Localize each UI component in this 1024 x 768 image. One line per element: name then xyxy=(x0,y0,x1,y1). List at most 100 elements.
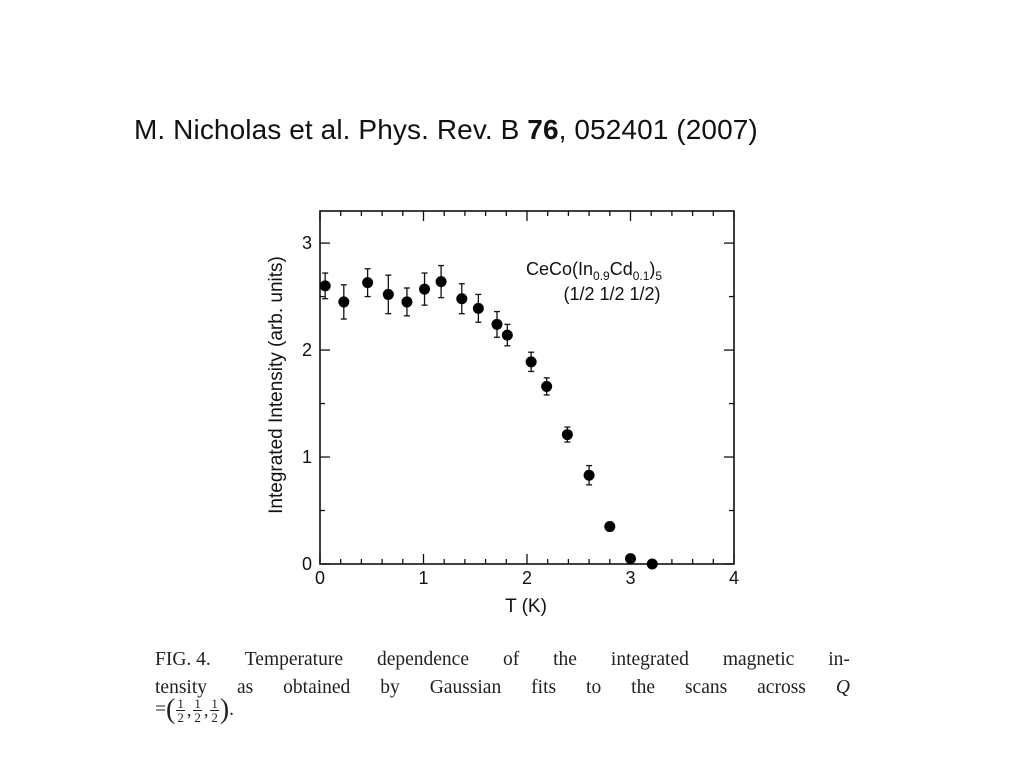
formula-cd: Cd xyxy=(610,259,633,279)
caption-word: as xyxy=(236,677,254,698)
data-point xyxy=(472,293,484,323)
data-marker xyxy=(456,293,468,305)
data-marker xyxy=(541,380,553,392)
legend-annotation: CeCo(In0.9Cd0.1)5 (1/2 1/2 1/2) xyxy=(526,259,662,304)
q-vector-label: (1/2 1/2 1/2) xyxy=(563,284,660,304)
caption-word: Temperature xyxy=(244,649,343,670)
citation-authors: M. Nicholas et al. Phys. Rev. B xyxy=(134,114,528,145)
data-marker xyxy=(491,318,503,330)
caption-word: scans xyxy=(684,677,728,698)
data-marker xyxy=(561,429,573,441)
caption-word: integrated xyxy=(610,649,689,670)
data-point xyxy=(382,274,394,315)
data-marker xyxy=(382,288,394,300)
caption-word: dependence xyxy=(376,649,469,670)
data-point xyxy=(525,351,537,373)
caption-open-paren: ( xyxy=(166,694,176,725)
caption-equals: = xyxy=(155,699,166,720)
x-tick-label: 4 xyxy=(729,568,739,588)
caption-comma: , xyxy=(203,700,209,720)
x-tick-label: 0 xyxy=(315,568,325,588)
data-marker xyxy=(501,329,513,341)
data-point xyxy=(401,287,413,317)
caption-word: of xyxy=(502,649,520,670)
citation-volume: 76 xyxy=(527,114,559,145)
data-point xyxy=(541,377,553,396)
x-axis-label: T (K) xyxy=(505,596,547,617)
data-point xyxy=(646,558,658,570)
x-axis: 0 1 2 3 4 xyxy=(315,211,739,588)
figure-caption: FIG. 4. Temperature dependence of the integra… xyxy=(155,646,850,724)
y-tick-label: 0 xyxy=(302,554,312,574)
caption-figure-label: FIG. 4. xyxy=(155,649,211,670)
data-series xyxy=(319,264,658,570)
y-tick-label: 3 xyxy=(302,233,312,253)
data-point xyxy=(501,323,513,347)
fraction-numerator: 1 xyxy=(193,695,202,711)
data-marker xyxy=(319,280,331,292)
y-tick-label: 1 xyxy=(302,447,312,467)
fraction-denominator: 2 xyxy=(194,709,201,725)
fraction-numerator: 1 xyxy=(176,695,185,711)
caption-line-3: =(1 2, 1 2, 1 2). xyxy=(155,696,850,724)
caption-word: by xyxy=(380,677,400,698)
caption-word: the xyxy=(553,649,577,670)
data-point xyxy=(604,521,616,533)
caption-word: across xyxy=(757,677,806,698)
caption-word: to xyxy=(586,677,602,698)
formula-sub-cd: 0.1 xyxy=(633,269,650,283)
data-point xyxy=(362,268,374,298)
data-marker xyxy=(525,356,537,368)
data-point xyxy=(338,284,350,320)
data-point xyxy=(491,310,503,338)
caption-word: Gaussian xyxy=(429,677,502,698)
data-marker xyxy=(338,296,350,308)
y-axis: 0 1 2 3 xyxy=(302,233,734,574)
y-tick-label: 2 xyxy=(302,340,312,360)
compound-formula: CeCo(In0.9Cd0.1)5 xyxy=(526,259,662,283)
caption-close-paren: ) xyxy=(219,694,230,725)
x-tick-label: 2 xyxy=(522,568,532,588)
data-marker xyxy=(604,521,616,533)
fraction-numerator: 1 xyxy=(210,695,219,711)
data-marker xyxy=(472,302,484,314)
data-marker xyxy=(646,558,658,570)
caption-line-1: FIG. 4. Temperature dependence of the integra… xyxy=(155,646,850,674)
formula-sub-in: 0.9 xyxy=(593,269,610,283)
caption-word: fits xyxy=(531,677,557,698)
data-point xyxy=(319,272,331,300)
caption-line-2: tensity as obtained by Gaussian fits to the scan… xyxy=(155,674,850,702)
formula-close: ) xyxy=(649,259,655,279)
caption-period: . xyxy=(229,699,235,720)
citation-pages-year: , 052401 (2007) xyxy=(558,114,758,145)
caption-word: obtained xyxy=(283,677,351,698)
caption-word: magnetic xyxy=(722,649,795,670)
data-marker xyxy=(583,469,595,481)
formula-base: CeCo(In xyxy=(526,259,593,279)
x-tick-label: 3 xyxy=(625,568,635,588)
data-marker xyxy=(362,277,374,289)
data-marker xyxy=(419,283,431,295)
fraction-denominator: 2 xyxy=(177,709,184,725)
fraction-denominator: 2 xyxy=(211,709,218,725)
y-axis-label: Integrated Intensity (arb. units) xyxy=(266,256,287,514)
caption-comma: , xyxy=(186,700,192,720)
data-marker xyxy=(435,276,447,288)
data-point xyxy=(456,283,468,315)
caption-word: in- xyxy=(828,649,850,670)
data-point xyxy=(419,272,431,306)
citation-title: M. Nicholas et al. Phys. Rev. B 76, 0524… xyxy=(134,114,758,146)
caption-word: tensity xyxy=(155,677,207,698)
data-marker xyxy=(625,553,636,565)
data-point xyxy=(561,426,573,443)
caption-word: the xyxy=(631,677,655,698)
formula-sub-five: 5 xyxy=(655,269,662,283)
data-point xyxy=(435,264,447,299)
data-point xyxy=(625,553,636,565)
caption-word: Q xyxy=(835,677,850,698)
x-tick-label: 1 xyxy=(418,568,428,588)
